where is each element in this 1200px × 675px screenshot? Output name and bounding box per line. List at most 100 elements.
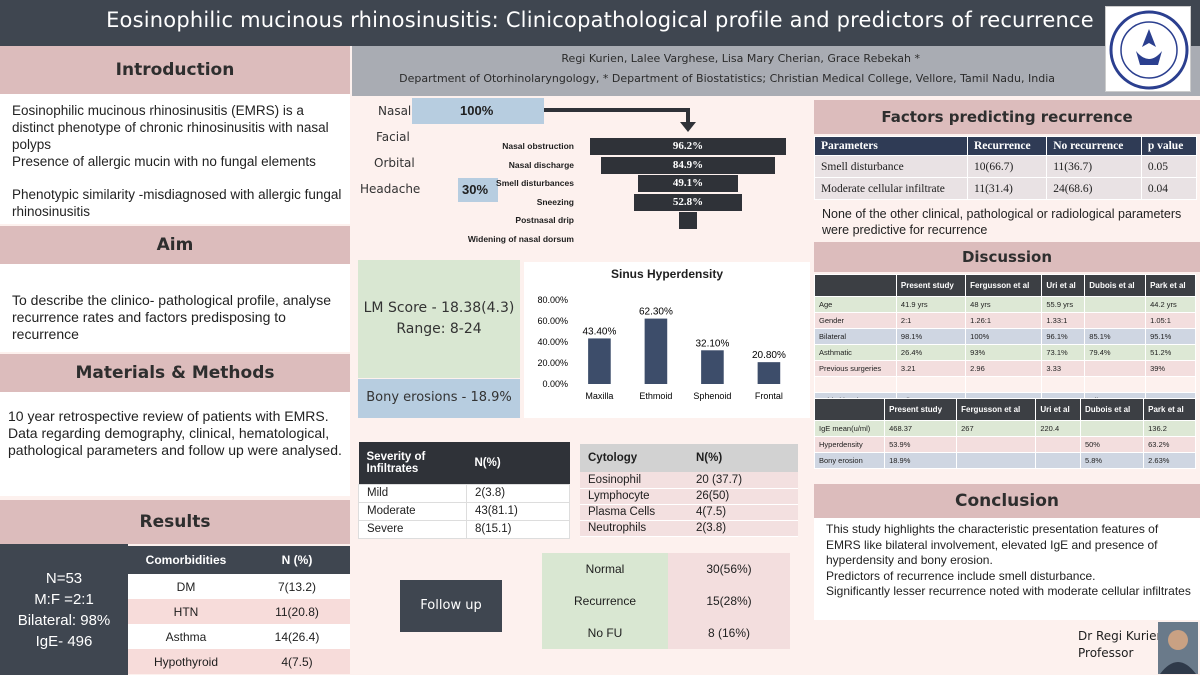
followup-value: 30(56%) [668, 553, 790, 585]
table-cell: 100% [965, 328, 1043, 345]
table-cell [956, 452, 1037, 469]
funnel-bar [678, 212, 698, 229]
table-row: Bony erosion 18.9% 5.8% 2.63% [813, 452, 1196, 469]
table-cell: 63.2% [1143, 436, 1196, 453]
arrow-icon [544, 108, 696, 132]
table-row: Asthmatic 26.4% 93% 73.1% 79.4% 51.2% [814, 344, 1196, 361]
intro-point-1: Eosinophilic mucinous rhinosinusitis (EM… [12, 103, 329, 152]
conclusion-panel [814, 518, 1200, 620]
discussion-col-header [814, 274, 897, 297]
table-cell: 3.33 [1041, 360, 1086, 377]
factor-norec: 24(68.6) [1046, 177, 1142, 200]
title-bar [0, 0, 1200, 46]
y-tick-label: 80.00% [537, 295, 568, 305]
table-cell [1084, 312, 1147, 329]
factor-rec: 10(66.7) [966, 155, 1048, 178]
comorbidities-n-header: N (%) [281, 553, 313, 567]
table-cell: 1.33:1 [1041, 312, 1086, 329]
factor-name: Smell disturbance [814, 155, 968, 178]
discussion-col-header: Dubois et al [1079, 398, 1145, 421]
factors-heading: Factors predicting recurrence [814, 100, 1200, 134]
symptom-nasal: Nasal [378, 104, 412, 118]
followup-value: 15(28%) [668, 585, 790, 617]
symptom-facial: Facial [376, 130, 410, 144]
data-label: 43.40% [582, 326, 616, 337]
table-cell [1145, 376, 1196, 393]
severity-value: 8(15.1) [466, 519, 570, 539]
severity-header: Severity of Infiltrates [358, 442, 467, 484]
table-cell: Previous surgeries [814, 360, 897, 377]
presenter-role: Professor [1078, 646, 1134, 660]
summary-ratio: M:F =2:1 [34, 591, 94, 608]
cytology-header: Cytology [580, 444, 688, 472]
presenter-name: Dr Regi Kurien [1078, 629, 1165, 643]
comorbidity-name: HTN [173, 604, 199, 619]
table-cell: 136.2 [1143, 420, 1196, 437]
table-cell: 41.9 yrs [895, 296, 967, 313]
results-summary-panel [0, 544, 128, 675]
table-cell: 50% [1079, 436, 1145, 453]
table-cell: 18.9% [884, 452, 958, 469]
follow-up-label: Follow up [400, 580, 502, 632]
table-cell: 44.2 yrs [1145, 296, 1196, 313]
table-row: Age 41.9 yrs 48 yrs 55.9 yrs 44.2 yrs [814, 296, 1196, 313]
table-row: Gender 2:1 1.26:1 1.33:1 1.05:1 [814, 312, 1196, 329]
headache-pct-label: 30% [462, 182, 489, 197]
severity-value: 43(81.1) [466, 501, 570, 521]
table-cell [1035, 436, 1081, 453]
severity-name: Mild [358, 483, 467, 503]
college-logo [1105, 6, 1191, 92]
seal-icon [1109, 10, 1189, 90]
introduction-heading: Introduction [0, 46, 350, 94]
discussion-col-header: Park et al [1145, 274, 1196, 297]
table-row: Previous surgeries 3.21 2.96 3.33 39% [814, 360, 1196, 377]
x-tick-label: Frontal [755, 391, 783, 401]
discussion-col-header: Present study [884, 398, 958, 421]
y-tick-label: 40.00% [537, 337, 568, 347]
table-cell: Gender [814, 312, 897, 329]
factor-name: Moderate cellular infiltrate [814, 177, 968, 200]
x-tick-label: Maxilla [585, 391, 613, 401]
followup-name: No FU [542, 617, 668, 649]
followup-name: Recurrence [542, 585, 668, 617]
funnel-bar: 96.2% [589, 138, 787, 155]
symptom-orbital: Orbital [374, 156, 415, 170]
chart-title: Sinus Hyperdensity [610, 267, 724, 281]
table-cell: 95.1% [1145, 328, 1196, 345]
table-cell: Bony erosion [813, 452, 886, 469]
funnel-label: Nasal obstruction [502, 141, 574, 151]
factors-col-parameters: Parameters [814, 136, 968, 156]
chart-bar [757, 362, 781, 384]
discussion-col-header: Uri et al [1035, 398, 1081, 421]
bony-erosion-panel [358, 379, 520, 418]
discussion-col-header: Park et al [1143, 398, 1196, 421]
table-cell: 468.37 [884, 420, 958, 437]
table-cell: 26.4% [895, 344, 967, 361]
severity-value: 2(3.8) [466, 483, 570, 503]
department: Department of Otorhinolaryngology, * Dep… [399, 72, 1055, 85]
severity-table: Severity of Infiltrates N(%) Mild 2(3.8) M… [358, 442, 570, 539]
discussion-col-header: Fergusson et al [965, 274, 1043, 297]
table-cell [1041, 376, 1086, 393]
summary-bilateral: Bilateral: 98% [17, 612, 111, 629]
discussion-table-1: Present study Fergusson et al Uri et al Dub… [814, 274, 1196, 409]
y-tick-label: 60.00% [537, 316, 568, 326]
comorbidities-table: Comorbidities N (%) DM 7(13.2) HTN 11(20.8… [128, 546, 350, 674]
nasal-pct-label: 100% [460, 103, 494, 118]
table-cell: 267 [956, 420, 1037, 437]
aim-heading: Aim [0, 226, 350, 264]
table-cell: 51.2% [1145, 344, 1196, 361]
chart-bar [644, 318, 668, 384]
discussion-col-header: Present study [895, 274, 967, 297]
cytology-name: Neutrophils [580, 520, 688, 537]
conclusion-text: This study highlights the characteristic… [826, 522, 1192, 600]
table-cell [1035, 452, 1081, 469]
table-cell: Age [814, 296, 897, 313]
table-cell: 93% [965, 344, 1043, 361]
follow-up-table: Normal 30(56%) Recurrence 15(28%) No FU 8 (… [542, 553, 790, 649]
lm-score-range: Range: 8-24 [396, 321, 482, 337]
person-icon [1160, 630, 1196, 674]
aim-text: To describe the clinico- pathological pr… [12, 292, 332, 342]
summary-n: N=53 [45, 570, 83, 587]
severity-n-header: N(%) [466, 442, 570, 484]
